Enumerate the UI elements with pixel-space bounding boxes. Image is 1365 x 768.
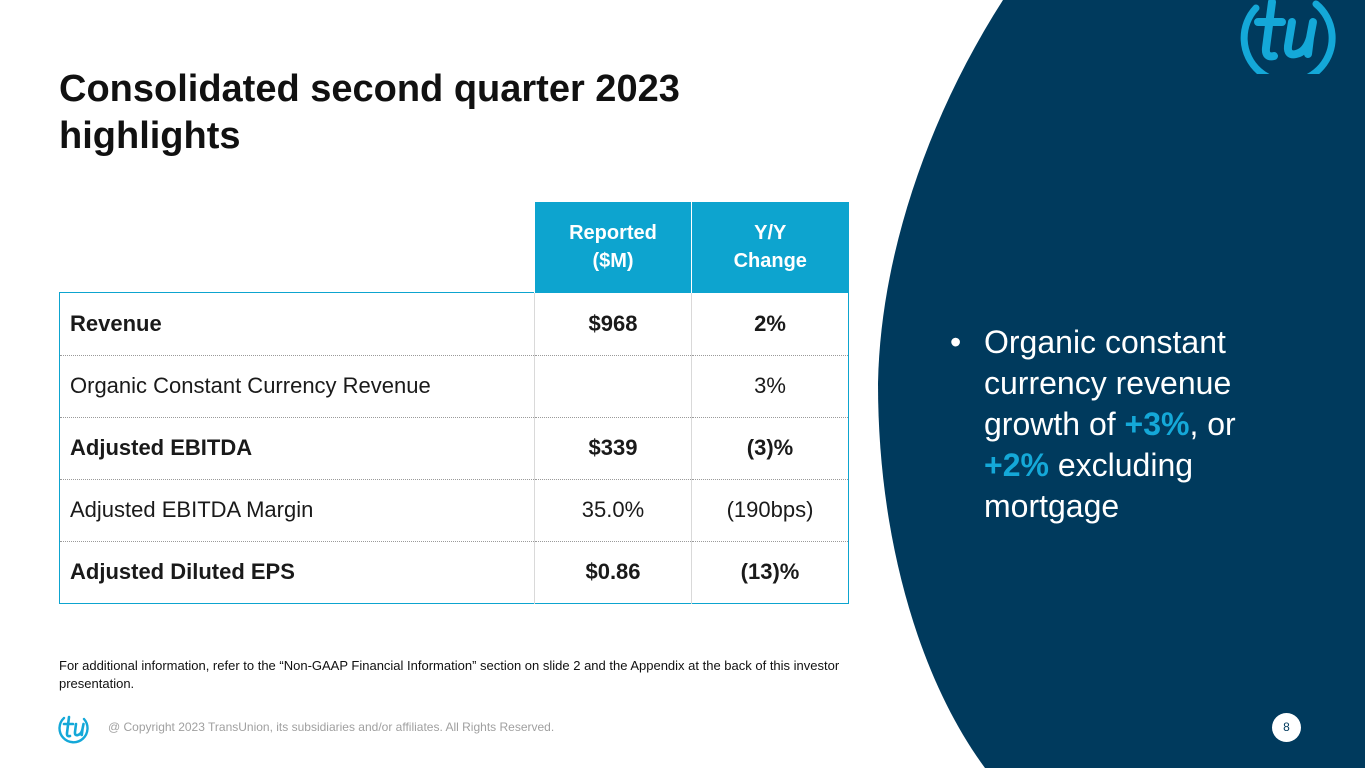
table-header-blank [60,202,535,292]
row-reported: $968 [534,292,692,356]
header-yy-change: Y/Y Change [691,202,849,292]
row-label: Revenue [59,292,535,356]
table-header-row: Reported ($M) Y/Y Change [60,202,849,292]
bullet-highlight-1: +3% [1124,406,1190,442]
row-reported [534,355,692,418]
row-change: 2% [691,292,849,356]
slide-title: Consolidated second quarter 2023 highlig… [59,66,819,160]
row-reported: $0.86 [534,541,692,603]
header-change-line-2: Change [733,249,807,272]
row-label: Adjusted EBITDA [59,417,535,480]
row-change: 3% [691,355,849,418]
bullet-text: Organic constant currency revenue growth… [984,322,1280,527]
row-label: Adjusted EBITDA Margin [59,479,535,542]
slide-title-line-2: highlights [59,115,241,157]
row-change: (13)% [691,541,849,603]
transunion-logo-icon [1240,0,1336,74]
bullet-text-part-1: Organic constant currency revenue growth… [984,324,1232,442]
row-label: Organic Constant Currency Revenue [59,355,535,418]
header-reported: Reported ($M) [534,202,692,292]
table-row: Revenue $968 2% [59,292,849,356]
highlight-bullet: • Organic constant currency revenue grow… [950,322,1280,527]
bullet-highlight-2: +2% [984,447,1049,483]
header-change-line-1: Y/Y [754,221,787,244]
row-reported: 35.0% [534,479,692,542]
row-label: Adjusted Diluted EPS [70,559,295,584]
footnote: For additional information, refer to the… [59,658,840,691]
row-reported: $339 [534,417,692,480]
table-row: Adjusted Diluted EPS $0.86 (13)% [60,541,849,603]
copyright-notice: @ Copyright 2023 TransUnion, its subsidi… [108,720,555,734]
header-reported-line-1: Reported [569,221,657,244]
row-change: (190bps) [691,479,849,542]
row-change: (3)% [691,417,849,480]
page-number: 8 [1272,713,1301,742]
table-row: Adjusted EBITDA Margin 35.0% (190bps) [59,479,849,542]
bullet-text-part-3: excluding mortgage [984,447,1194,524]
transunion-footer-logo-icon [58,715,89,744]
table-row: Organic Constant Currency Revenue 3% [59,355,849,418]
table-row: Adjusted EBITDA $339 (3)% [59,417,849,480]
slide-title-line-1: Consolidated second quarter 2023 [59,68,680,110]
financial-highlights-table: Reported ($M) Y/Y Change Revenue $968 2%… [59,202,849,604]
bullet-text-part-2: , or [1189,406,1236,442]
bullet-dot-icon: • [950,324,962,360]
header-reported-line-2: ($M) [592,249,634,272]
